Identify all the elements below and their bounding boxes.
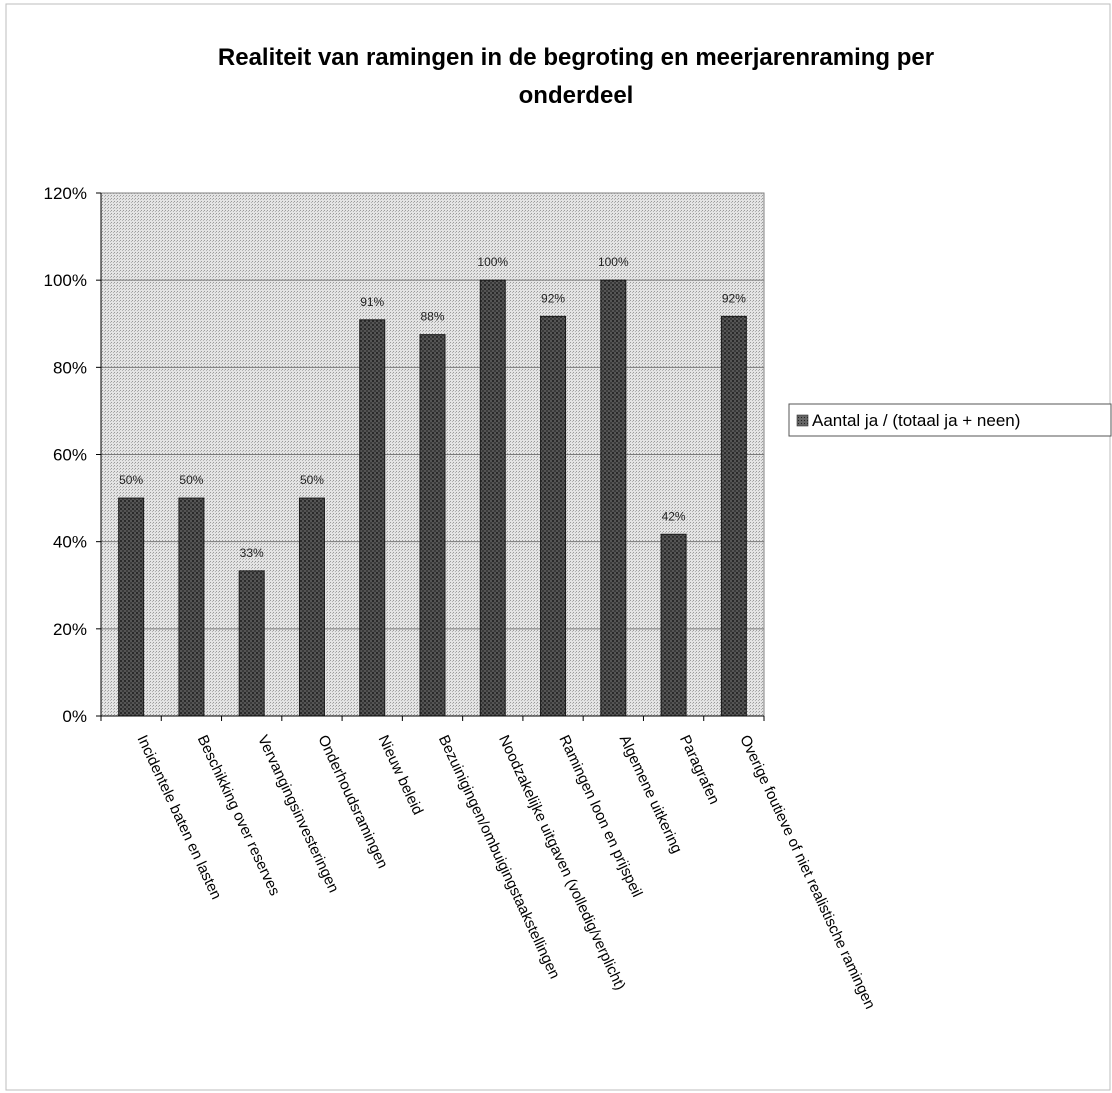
y-tick-label: 100%	[44, 271, 87, 290]
y-tick-label: 120%	[44, 184, 87, 203]
data-label: 50%	[119, 473, 143, 487]
data-label: 50%	[300, 473, 324, 487]
data-label: 100%	[598, 255, 629, 269]
data-label: 91%	[360, 295, 384, 309]
chart-title-line-1: Realiteit van ramingen in de begroting e…	[218, 44, 934, 71]
bar	[298, 497, 325, 717]
bar	[540, 315, 567, 717]
data-label: 88%	[420, 310, 444, 324]
y-tick-label: 0%	[62, 707, 87, 726]
bar	[118, 497, 145, 717]
data-labels: 50% 50% 33% 50% 91% 88% 100% 92% 100% 42% 92%	[119, 255, 746, 560]
bar	[660, 533, 687, 717]
y-tick-label: 40%	[53, 533, 87, 552]
legend-label: Aantal ja / (totaal ja + neen)	[812, 411, 1020, 430]
bar	[600, 279, 627, 717]
legend: Aantal ja / (totaal ja + neen)	[788, 403, 1112, 437]
legend-box	[788, 403, 1112, 437]
bar	[720, 315, 747, 717]
data-label: 42%	[662, 509, 686, 523]
bar	[419, 334, 446, 717]
y-tick-label: 20%	[53, 620, 87, 639]
data-label: 33%	[240, 546, 264, 560]
y-tick-label: 80%	[53, 358, 87, 377]
data-label: 92%	[541, 291, 565, 305]
y-axis: 0% 20% 40% 60% 80% 100% 120%	[44, 184, 102, 726]
bar	[479, 279, 506, 717]
bar	[238, 570, 265, 717]
bar	[359, 319, 386, 717]
y-tick-label: 60%	[53, 446, 87, 465]
data-label: 100%	[477, 255, 508, 269]
data-label: 92%	[722, 291, 746, 305]
legend-swatch	[796, 414, 809, 427]
chart-title-line-2: onderdeel	[519, 82, 634, 109]
bars	[118, 279, 747, 717]
data-label: 50%	[179, 473, 203, 487]
bar	[178, 497, 205, 717]
